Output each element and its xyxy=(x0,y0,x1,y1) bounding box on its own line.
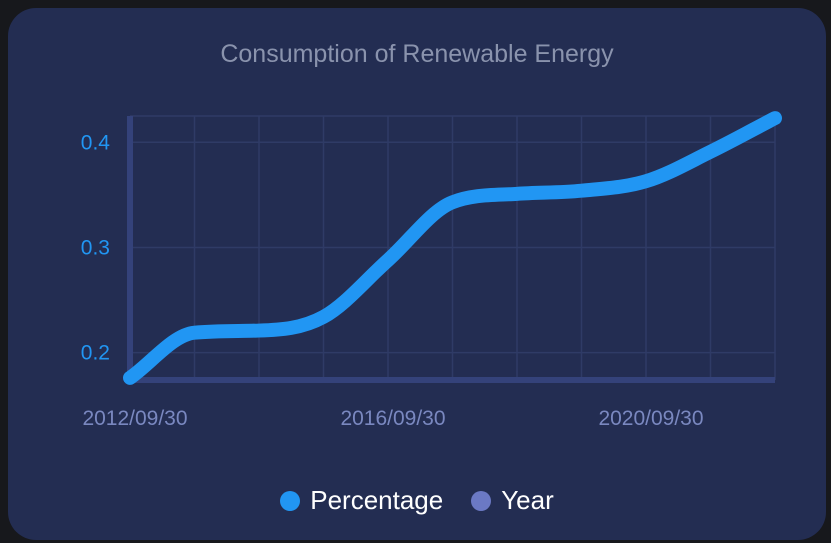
chart-card: Consumption of Renewable Energy 0.2 0.3 0.… xyxy=(8,8,826,540)
x-tick-label: 2012/09/30 xyxy=(82,407,187,430)
y-tick-label: 0.4 xyxy=(81,131,111,154)
y-tick-label: 0.3 xyxy=(81,236,110,259)
x-tick-labels: 2012/09/30 2016/09/30 2020/09/30 xyxy=(82,407,703,430)
chart-legend: Percentage Year xyxy=(8,485,826,516)
legend-label-year: Year xyxy=(501,485,554,515)
series-lines xyxy=(123,111,782,385)
legend-item-percentage[interactable]: Percentage xyxy=(280,485,443,516)
series-line-percentage xyxy=(123,111,782,385)
x-tick-label: 2020/09/30 xyxy=(598,407,703,430)
y-tick-labels: 0.2 0.3 0.4 xyxy=(81,131,111,364)
axes xyxy=(127,116,775,383)
legend-swatch-percentage xyxy=(280,490,301,511)
grid-lines xyxy=(130,115,776,380)
chart-plot: 0.2 0.3 0.4 2012/09/30 2016/09/30 2020/09/30 xyxy=(81,111,782,430)
chart-title: Consumption of Renewable Energy xyxy=(220,40,614,68)
x-tick-label: 2016/09/30 xyxy=(340,407,445,430)
legend-swatch-year xyxy=(471,490,492,511)
y-tick-label: 0.2 xyxy=(81,342,110,365)
legend-label-percentage: Percentage xyxy=(310,485,444,515)
legend-item-year[interactable]: Year xyxy=(471,485,554,516)
